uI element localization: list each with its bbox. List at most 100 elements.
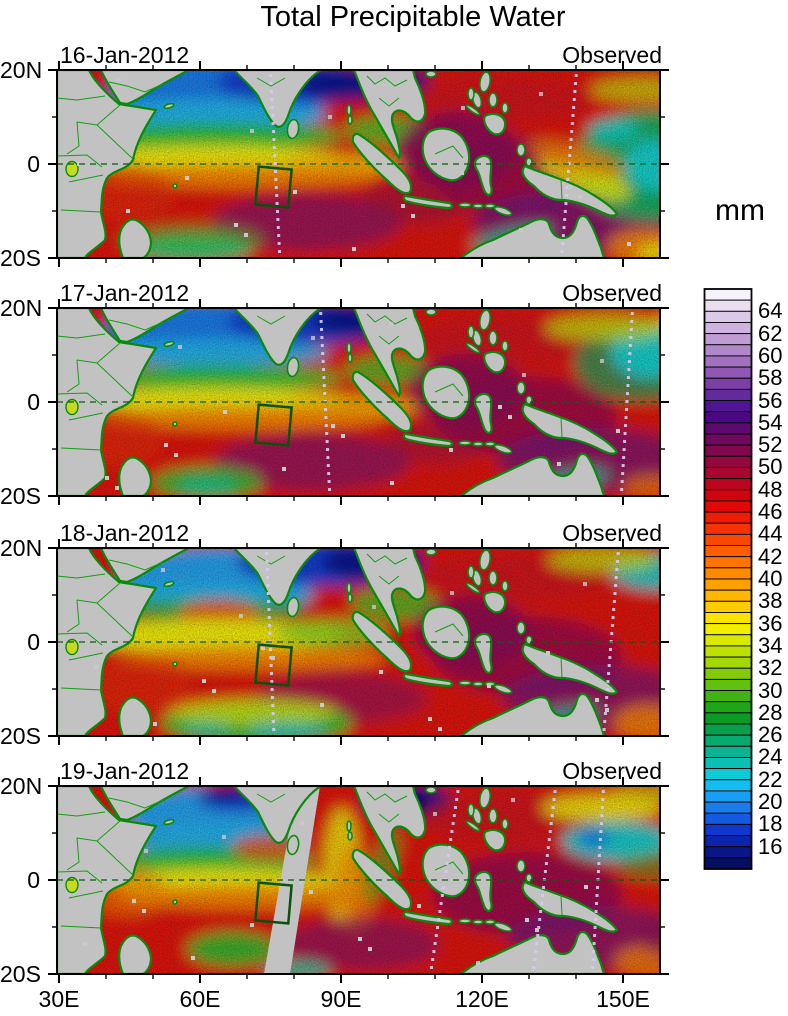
- satellite-track-dot: [430, 966, 433, 969]
- satellite-track-dot: [324, 416, 328, 419]
- landmass: [421, 605, 471, 660]
- lon-tick-label: 60E: [179, 986, 221, 1012]
- lat-tick-label: 0: [27, 867, 40, 893]
- satellite-track-dot: [271, 704, 275, 707]
- island: [525, 873, 533, 883]
- island: [347, 115, 353, 125]
- country-border: [378, 813, 400, 823]
- colorbar-segment: [704, 422, 752, 435]
- satellite-track-dot: [595, 894, 599, 897]
- colorbar-segment: [704, 444, 752, 457]
- colorbar-segment: [704, 522, 752, 535]
- colorbar-segment: [704, 712, 752, 725]
- colorbar-tick-label: 32: [758, 655, 783, 681]
- missing-pixel: [461, 106, 465, 110]
- island: [458, 440, 472, 446]
- island: [484, 441, 496, 447]
- island: [163, 580, 175, 588]
- missing-pixel: [546, 651, 550, 655]
- satellite-track-dot: [276, 226, 280, 229]
- island: [484, 919, 496, 925]
- country-border: [434, 623, 464, 637]
- satellite-track-dot: [324, 424, 328, 427]
- missing-pixel: [144, 849, 148, 853]
- satellite-track-dot: [322, 384, 326, 387]
- missing-pixel: [178, 345, 182, 349]
- satellite-track-dot: [615, 568, 619, 571]
- country-border: [256, 555, 286, 565]
- satellite-track-dot: [326, 448, 329, 451]
- missing-pixel: [261, 646, 265, 650]
- country-border: [108, 81, 164, 93]
- satellite-track-dot: [627, 368, 631, 371]
- missing-pixel: [341, 434, 345, 438]
- island: [525, 395, 533, 405]
- island: [465, 104, 481, 116]
- colorbar-tick-label: 52: [758, 432, 783, 458]
- satellite-track-dot: [266, 584, 270, 587]
- satellite-track-dot: [438, 910, 442, 913]
- satellite-track-dot: [323, 392, 327, 395]
- satellite-track-dot: [606, 680, 610, 683]
- satellite-track-dot: [456, 790, 460, 793]
- country-border: [560, 179, 563, 200]
- landmass: [421, 365, 471, 420]
- landmass: [421, 127, 471, 182]
- island: [471, 329, 483, 347]
- lat-tick-label: 20N: [0, 57, 43, 83]
- country-border: [66, 359, 80, 393]
- island: [478, 71, 492, 93]
- satellite-track-dot: [600, 806, 604, 809]
- island: [172, 899, 178, 905]
- country-border: [434, 145, 464, 159]
- satellite-track-dot: [537, 926, 541, 929]
- country-border: [108, 559, 164, 571]
- colorbar-frame: [703, 288, 753, 870]
- satellite-track-dot: [445, 862, 449, 865]
- country-border: [96, 840, 134, 876]
- missing-pixel: [379, 670, 383, 674]
- lat-tick-label: 20N: [0, 535, 43, 561]
- satellite-track-dot: [327, 480, 331, 483]
- satellite-track-dot: [269, 672, 273, 675]
- satellite-track-dot: [604, 704, 608, 707]
- island: [425, 548, 437, 556]
- island: [484, 203, 496, 209]
- lake-victoria: [65, 638, 79, 656]
- satellite-track-dot: [440, 894, 444, 897]
- satellite-track-dot: [275, 194, 279, 197]
- country-border: [560, 657, 563, 678]
- satellite-track-dot: [272, 146, 276, 149]
- missing-pixel: [578, 195, 582, 199]
- satellite-track-dot: [265, 552, 269, 555]
- satellite-track-dot: [603, 712, 607, 715]
- missing-pixel: [595, 698, 599, 702]
- satellite-track-dot: [267, 608, 271, 611]
- satellite-track-dot: [267, 616, 271, 619]
- satellite-track-dot: [598, 846, 602, 849]
- satellite-track-dot: [328, 488, 331, 491]
- colorbar-segment: [704, 857, 752, 870]
- satellite-track-dot: [597, 854, 601, 857]
- colorbar-segment: [704, 556, 752, 569]
- missing-pixel: [352, 247, 356, 251]
- island: [525, 157, 533, 167]
- satellite-track-dot: [625, 392, 629, 395]
- satellite-track-dot: [325, 432, 329, 435]
- landmass: [402, 432, 453, 448]
- panel-4-header: 19-Jan-2012 Observed: [57, 758, 662, 784]
- satellite-track-dot: [624, 424, 628, 427]
- satellite-track-dot: [605, 688, 609, 691]
- colorbar-segment: [704, 366, 752, 379]
- satellite-track-dot: [565, 194, 569, 197]
- missing-pixel: [519, 228, 523, 232]
- satellite-track-dot: [627, 360, 631, 363]
- landmass: [459, 930, 606, 974]
- colorbar-segment: [704, 846, 752, 859]
- axes: [48, 777, 669, 983]
- missing-pixel: [433, 812, 437, 816]
- island: [458, 202, 472, 208]
- lat-tick-label: 0: [27, 389, 40, 415]
- missing-pixel: [508, 415, 512, 419]
- colorbar-segment: [704, 723, 752, 736]
